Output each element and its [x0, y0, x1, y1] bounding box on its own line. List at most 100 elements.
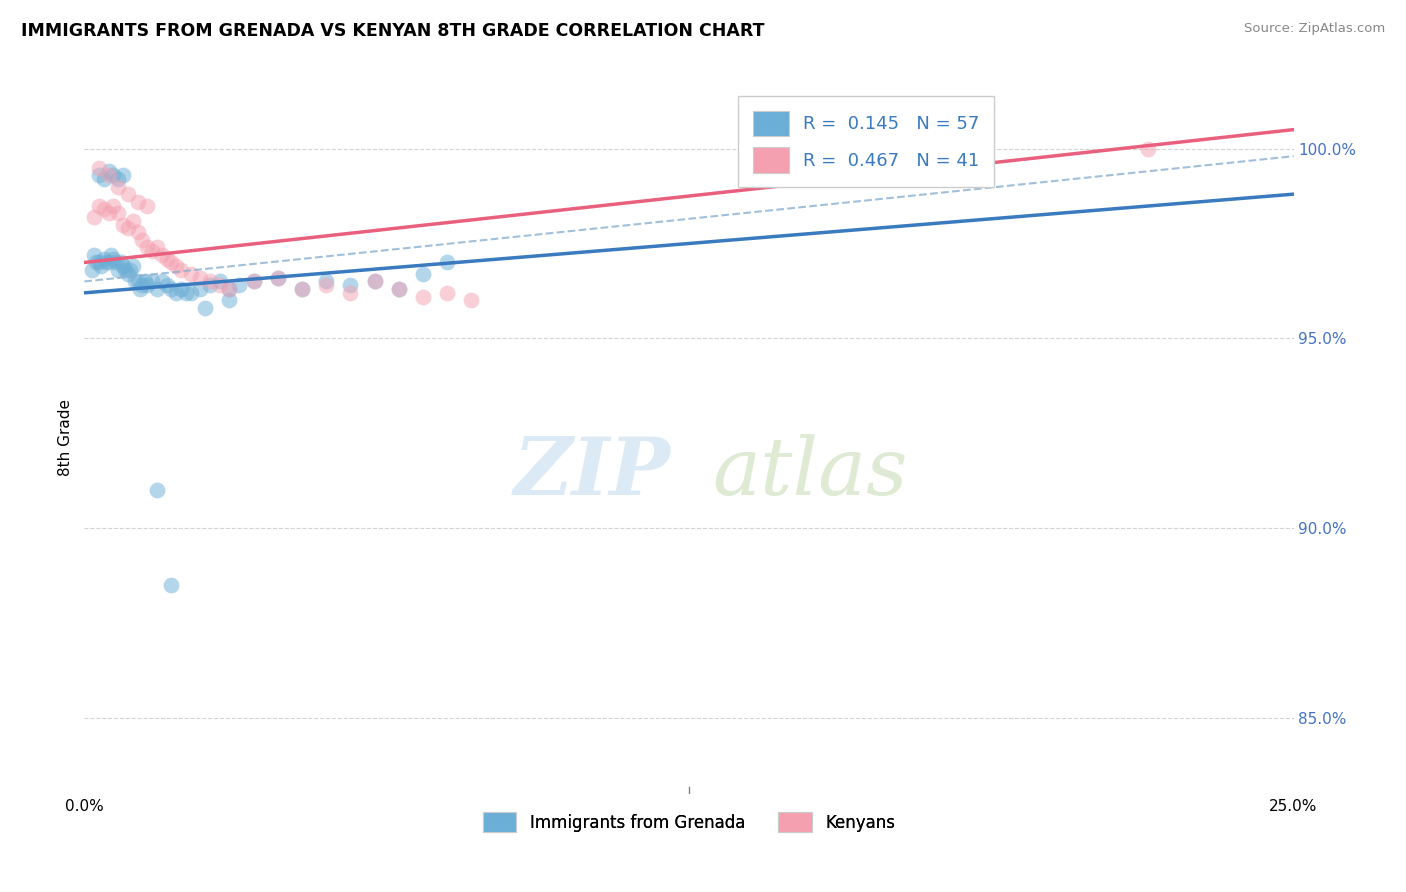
Point: [208, 275, 231, 289]
Point: [174, 285, 197, 300]
Point: [117, 267, 139, 281]
Point: [86, 255, 108, 269]
Point: [363, 275, 385, 289]
Point: [180, 285, 202, 300]
Point: [160, 578, 183, 592]
Point: [141, 275, 163, 289]
Point: [124, 275, 146, 289]
Point: [100, 248, 122, 262]
Point: [218, 293, 240, 308]
Point: [198, 275, 221, 289]
Point: [136, 240, 159, 254]
Point: [129, 282, 152, 296]
Point: [412, 290, 434, 304]
Point: [412, 267, 434, 281]
Point: [170, 282, 193, 296]
Point: [218, 282, 240, 296]
Point: [150, 275, 173, 289]
Point: [112, 168, 135, 182]
Point: [460, 293, 482, 308]
Point: [87, 168, 110, 182]
Point: [146, 483, 169, 498]
Text: IMMIGRANTS FROM GRENADA VS KENYAN 8TH GRADE CORRELATION CHART: IMMIGRANTS FROM GRENADA VS KENYAN 8TH GR…: [21, 22, 765, 40]
Point: [97, 206, 120, 220]
Point: [436, 255, 458, 269]
Point: [127, 194, 149, 209]
Point: [117, 187, 139, 202]
Point: [170, 263, 193, 277]
Point: [339, 278, 361, 293]
Point: [120, 263, 142, 277]
Point: [190, 270, 212, 285]
Point: [339, 285, 361, 300]
Point: [80, 263, 103, 277]
Point: [136, 198, 159, 212]
Point: [112, 218, 135, 232]
Legend: Immigrants from Grenada, Kenyans: Immigrants from Grenada, Kenyans: [477, 805, 901, 839]
Point: [155, 252, 177, 266]
Point: [87, 198, 110, 212]
Point: [160, 255, 183, 269]
Point: [117, 221, 139, 235]
Point: [165, 285, 187, 300]
Point: [87, 161, 110, 175]
Point: [107, 263, 129, 277]
Point: [198, 278, 221, 293]
Point: [83, 248, 105, 262]
Point: [134, 275, 156, 289]
Point: [83, 210, 105, 224]
Point: [97, 168, 120, 182]
Point: [131, 278, 153, 293]
Point: [97, 164, 120, 178]
Point: [121, 213, 143, 227]
Point: [388, 282, 411, 296]
Point: [112, 260, 135, 274]
Point: [141, 244, 163, 258]
Text: Source: ZipAtlas.com: Source: ZipAtlas.com: [1244, 22, 1385, 36]
Point: [291, 282, 314, 296]
Point: [136, 278, 159, 293]
Point: [363, 275, 385, 289]
Point: [315, 275, 337, 289]
Point: [121, 260, 143, 274]
Point: [194, 301, 217, 315]
Text: atlas: atlas: [713, 434, 907, 511]
Point: [208, 278, 231, 293]
Point: [146, 240, 169, 254]
Point: [436, 285, 458, 300]
Point: [315, 278, 337, 293]
Point: [180, 267, 202, 281]
Point: [97, 255, 120, 269]
Point: [127, 275, 149, 289]
Point: [160, 282, 183, 296]
Point: [242, 275, 264, 289]
Point: [110, 255, 132, 269]
Point: [165, 260, 187, 274]
Point: [103, 198, 125, 212]
Point: [1137, 142, 1160, 156]
Point: [146, 282, 169, 296]
Point: [107, 206, 129, 220]
Point: [87, 255, 110, 269]
Point: [267, 270, 290, 285]
Point: [242, 275, 264, 289]
Point: [190, 282, 212, 296]
Point: [107, 179, 129, 194]
Point: [155, 278, 177, 293]
Point: [150, 248, 173, 262]
Point: [131, 233, 153, 247]
Point: [127, 225, 149, 239]
Text: ZIP: ZIP: [513, 434, 671, 511]
Point: [93, 252, 115, 266]
Point: [228, 278, 250, 293]
Point: [93, 202, 115, 217]
Point: [103, 168, 125, 182]
Point: [94, 255, 117, 269]
Point: [388, 282, 411, 296]
Point: [103, 252, 125, 266]
Point: [93, 172, 115, 186]
Point: [267, 270, 290, 285]
Point: [291, 282, 314, 296]
Point: [114, 263, 136, 277]
Point: [218, 282, 240, 296]
